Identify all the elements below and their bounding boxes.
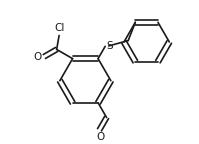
Text: O: O — [33, 52, 42, 61]
Text: S: S — [107, 41, 113, 51]
Text: Cl: Cl — [54, 23, 64, 33]
Text: O: O — [97, 132, 105, 142]
